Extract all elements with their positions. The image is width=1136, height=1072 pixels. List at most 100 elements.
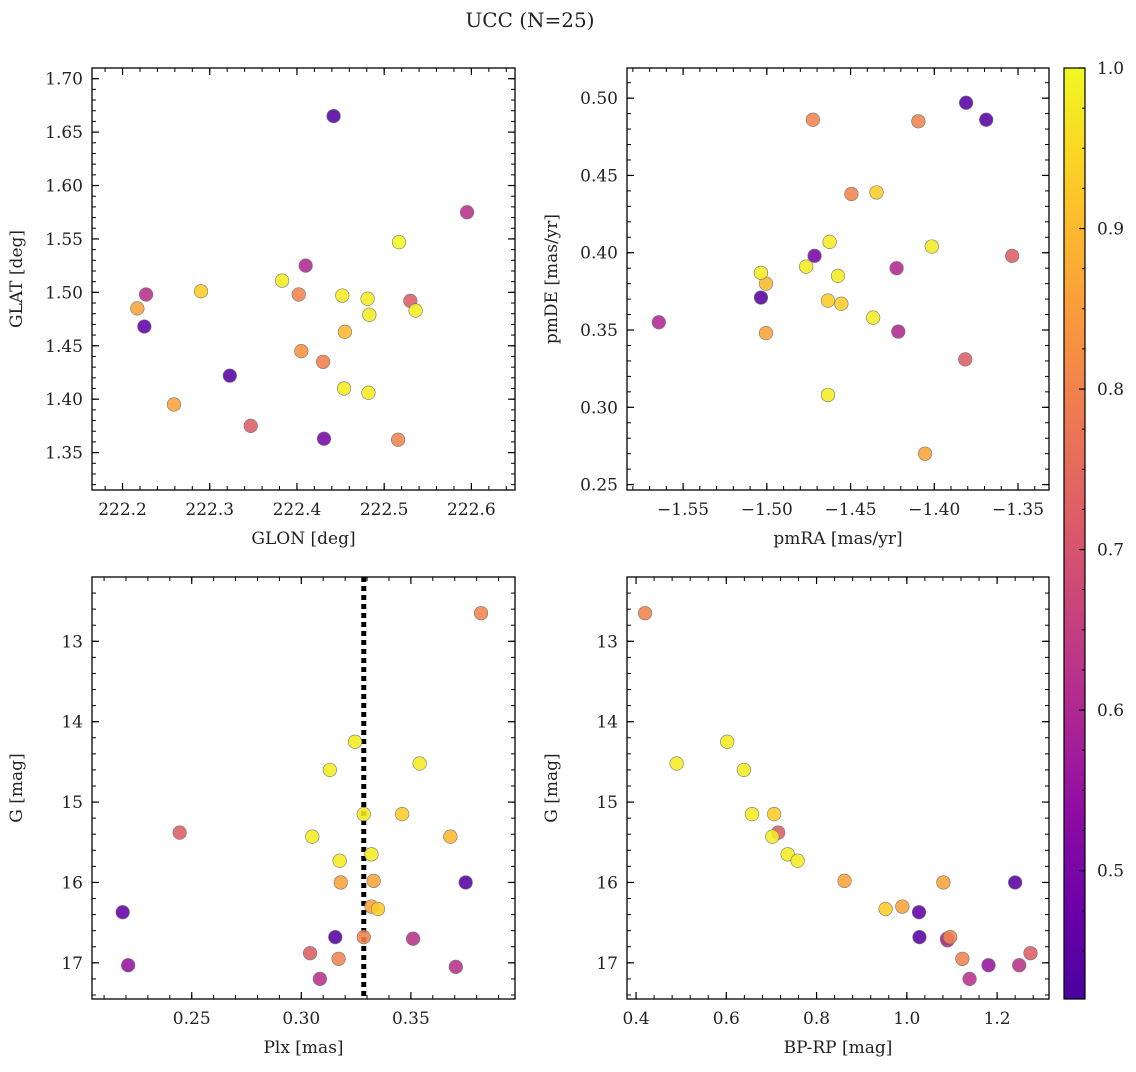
- panel-pm: −1.55 −1.50 −1.45 −1.40 −1.35 0.25 0.30 0.35 0.4…: [542, 67, 1050, 549]
- data-point: [807, 248, 822, 263]
- data-point: [822, 234, 837, 250]
- data-point: [130, 301, 145, 316]
- data-point: [1005, 248, 1020, 263]
- data-point: [366, 873, 381, 888]
- data-point: [115, 905, 130, 920]
- x-tick-label: 0.4: [623, 1009, 650, 1029]
- data-point: [316, 354, 331, 369]
- colorbar-gradient: [1063, 67, 1086, 1000]
- data-point: [943, 930, 958, 945]
- data-point: [799, 259, 814, 274]
- data-point: [820, 387, 836, 403]
- x-tick-label: −1.35: [992, 500, 1044, 520]
- x-axis-label: pmRA [mas/yr]: [773, 529, 902, 549]
- data-point: [360, 291, 375, 306]
- data-point: [391, 432, 406, 447]
- y-tick-label: 17: [61, 954, 83, 974]
- y-tick-label: 15: [596, 793, 618, 813]
- data-point: [911, 905, 927, 920]
- data-point: [959, 95, 974, 110]
- y-axis-label: pmDE [mas/yr]: [542, 214, 562, 344]
- data-point: [917, 446, 933, 461]
- y-tick-label: 15: [61, 793, 83, 813]
- colorbar-tick-label: 0.9: [1097, 220, 1124, 240]
- data-point: [337, 324, 353, 339]
- data-point: [395, 807, 410, 822]
- data-point: [448, 959, 463, 974]
- y-tick-label: 14: [596, 713, 618, 733]
- y-tick-label: 13: [596, 632, 618, 652]
- data-point: [243, 418, 258, 433]
- data-point: [981, 958, 996, 973]
- y-tick-label: 1.55: [45, 230, 83, 250]
- data-point: [412, 756, 427, 771]
- y-tick-label: 16: [596, 873, 618, 893]
- x-tick-label: −1.55: [657, 500, 709, 520]
- y-tick-label: 1.35: [45, 444, 83, 464]
- y-tick-label: 0.35: [580, 321, 618, 341]
- data-point: [758, 326, 774, 341]
- y-tick-label: 1.60: [45, 177, 83, 197]
- data-point: [361, 385, 376, 400]
- panel-cmd: 0.4 0.6 0.8 1.0 1.2 13 14 15 16 17 BP-RP [mag] G [m…: [542, 576, 1050, 1058]
- data-point: [790, 853, 805, 868]
- colorbar-tick-label: 0.7: [1097, 541, 1124, 561]
- data-point: [924, 239, 939, 254]
- data-point: [895, 899, 910, 914]
- data-point: [780, 847, 795, 862]
- y-tick-label: 14: [61, 713, 83, 733]
- data-point: [356, 807, 371, 822]
- data-point: [305, 829, 320, 844]
- axes-frame: [626, 576, 1050, 1000]
- y-tick-label: 0.25: [580, 476, 618, 496]
- data-point: [936, 875, 951, 890]
- x-axis-label: Plx [mas]: [263, 1038, 343, 1058]
- x-tick-label: −1.45: [825, 500, 877, 520]
- x-tick-label: 222.3: [185, 500, 234, 520]
- x-tick-label: 0.25: [173, 1009, 211, 1029]
- x-tick-label: 1.0: [893, 1009, 920, 1029]
- data-point: [193, 284, 209, 299]
- data-point: [830, 268, 846, 284]
- data-point: [820, 293, 836, 308]
- data-point: [878, 901, 893, 917]
- y-tick-label: 0.30: [580, 398, 618, 418]
- data-point: [222, 368, 237, 383]
- y-tick-label: 0.45: [580, 166, 618, 186]
- data-point: [844, 186, 859, 202]
- x-tick-label: −1.50: [741, 500, 793, 520]
- data-point: [356, 930, 371, 945]
- data-point: [473, 606, 489, 621]
- data-point: [121, 958, 136, 973]
- data-point: [912, 930, 927, 945]
- data-point: [332, 853, 347, 868]
- data-point: [298, 258, 313, 273]
- data-point: [335, 288, 350, 303]
- axes-frame: [91, 67, 516, 491]
- x-tick-label: 222.5: [360, 500, 409, 520]
- data-point: [275, 273, 290, 288]
- data-point: [889, 261, 904, 276]
- data-point: [408, 303, 423, 318]
- y-tick-label: 1.65: [45, 123, 83, 143]
- data-point: [869, 185, 884, 200]
- y-tick-label: 0.50: [580, 89, 618, 109]
- data-point: [911, 114, 926, 129]
- data-point: [443, 829, 458, 844]
- figure-title: UCC (N=25): [465, 8, 594, 32]
- data-point: [328, 930, 343, 945]
- data-point: [720, 734, 735, 749]
- data-point: [291, 287, 306, 302]
- x-tick-label: 1.2: [984, 1009, 1011, 1029]
- data-point: [172, 825, 187, 840]
- colorbar-tick-label: 0.6: [1097, 701, 1124, 721]
- colorbar: 0.5 0.6 0.7 0.8 0.9 1.0: [1063, 59, 1124, 1000]
- data-point: [364, 847, 379, 862]
- data-point: [669, 756, 684, 771]
- data-point: [736, 762, 751, 778]
- data-point: [322, 762, 337, 778]
- y-axis-label: G [mag]: [7, 753, 27, 822]
- data-point: [294, 344, 309, 359]
- data-point: [765, 829, 780, 844]
